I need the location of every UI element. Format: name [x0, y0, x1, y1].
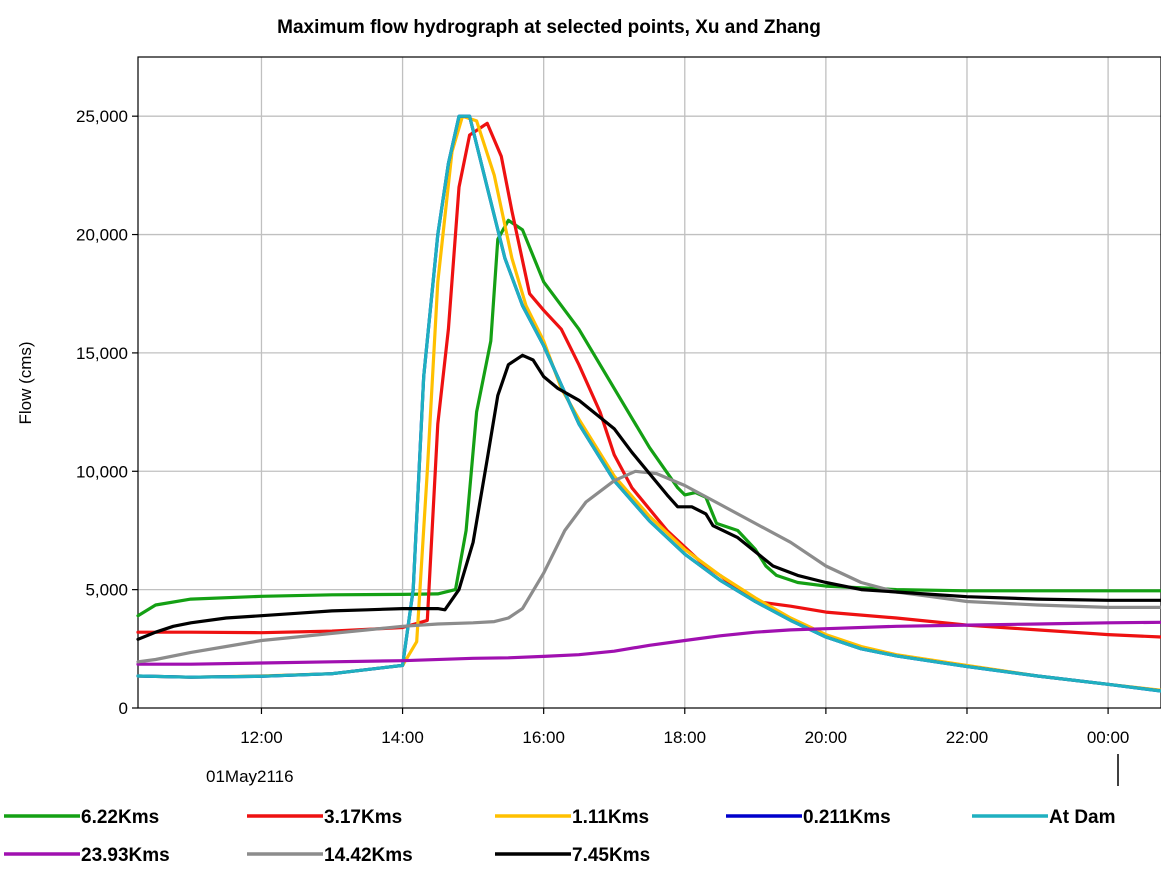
legend-item: 6.22Kms: [4, 807, 159, 828]
y-tick-label: 25,000: [76, 107, 128, 126]
legend-label: 0.211Kms: [803, 807, 891, 828]
y-axis-label: Flow (cms): [16, 341, 35, 424]
series-line-6-22kms: [136, 218, 1161, 618]
x-tick-label: 20:00: [805, 728, 848, 747]
legend-item: 14.42Kms: [247, 845, 413, 866]
legend-label: 14.42Kms: [324, 845, 413, 866]
series-lines: [136, 114, 1161, 693]
series-line-23-93kms: [136, 620, 1161, 666]
legend-item: 1.11Kms: [495, 807, 649, 828]
plot-area: [137, 56, 1161, 709]
x-tick-label: 14:00: [381, 728, 424, 747]
legend-label: 23.93Kms: [81, 845, 170, 866]
legend-item: 3.17Kms: [247, 807, 402, 828]
legend-label: 7.45Kms: [572, 845, 650, 866]
legend-label: 6.22Kms: [81, 807, 159, 828]
date-label: 01May2116: [206, 767, 294, 786]
legend-item: 23.93Kms: [4, 845, 170, 866]
x-tick-label: 16:00: [522, 728, 565, 747]
gridlines: [138, 57, 1161, 708]
x-tick-label: 12:00: [240, 728, 283, 747]
x-tick-label: 00:00: [1087, 728, 1130, 747]
series-line-3-17kms: [136, 121, 1161, 639]
y-tick-label: 5,000: [85, 581, 128, 600]
legend-item: 0.211Kms: [726, 807, 891, 828]
y-tick-label: 0: [119, 699, 128, 718]
y-tick-label: 20,000: [76, 226, 128, 245]
x-axis-ticks: 12:00 14:00 16:00 18:00 20:00 22:00 00:00: [240, 708, 1129, 747]
legend-label: 3.17Kms: [324, 807, 402, 828]
x-tick-label: 18:00: [664, 728, 707, 747]
legend: 6.22Kms 3.17Kms 1.11Kms 0.211Kms At Dam 23.93…: [4, 807, 1116, 866]
legend-item: At Dam: [972, 807, 1116, 828]
series-line-at-dam: [136, 114, 1161, 693]
legend-label: At Dam: [1049, 807, 1116, 828]
series-line-7-45kms: [136, 353, 1161, 641]
y-tick-label: 10,000: [76, 462, 128, 481]
x-tick-label: 22:00: [946, 728, 989, 747]
legend-item: 7.45Kms: [495, 845, 650, 866]
y-tick-label: 15,000: [76, 344, 128, 363]
y-axis-ticks: 0 5,000 10,000 15,000 20,000 25,000: [76, 107, 138, 718]
legend-label: 1.11Kms: [572, 807, 649, 828]
chart-title: Maximum flow hydrograph at selected poin…: [277, 17, 821, 38]
